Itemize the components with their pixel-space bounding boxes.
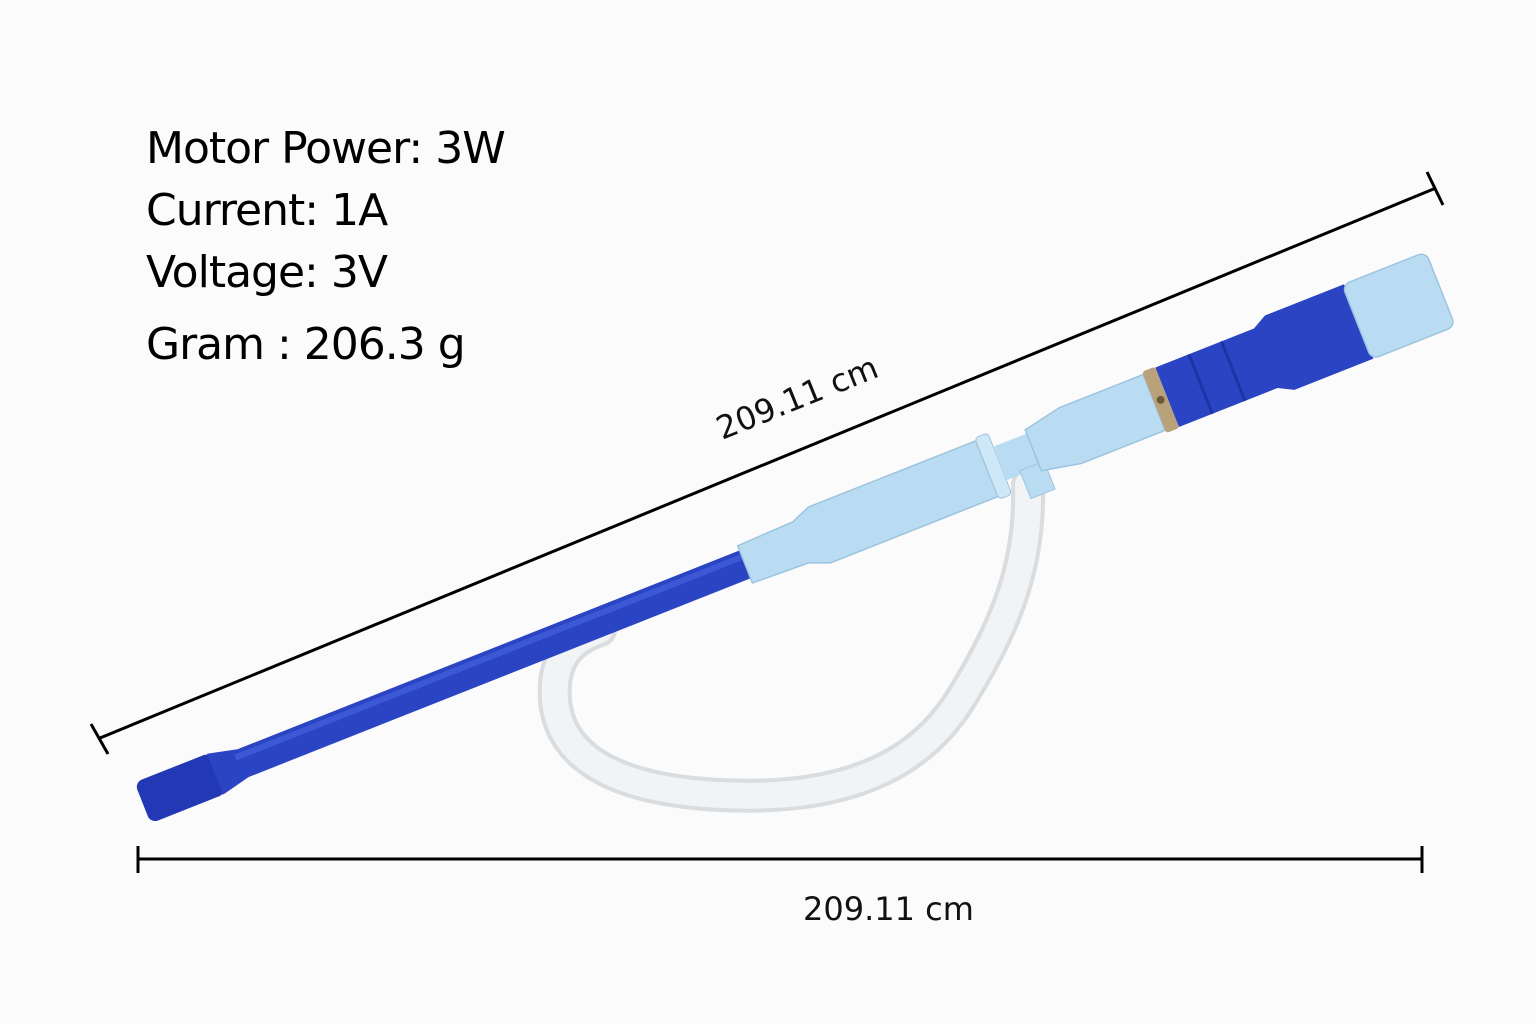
motor-housing (1155, 284, 1374, 428)
spec-current: Current: 1A (146, 185, 388, 236)
battery-cap (1343, 253, 1454, 358)
spec-gram: Gram : 206.3 g (146, 319, 466, 370)
grip-handle (736, 439, 999, 584)
horizontal-dimension-line (136, 846, 1424, 873)
diagonal-dimension-line (89, 171, 1445, 755)
spec-motor-power: Motor Power: 3W (146, 123, 506, 174)
diagonal-dimension-label: 209.11 cm (711, 348, 884, 447)
pump-body (136, 253, 1454, 822)
spec-list: Motor Power: 3W Current: 1A Voltage: 3V … (146, 118, 506, 376)
spec-voltage: Voltage: 3V (146, 247, 388, 298)
horizontal-dimension-label: 209.11 cm (803, 890, 974, 928)
tip-cap (136, 754, 225, 822)
